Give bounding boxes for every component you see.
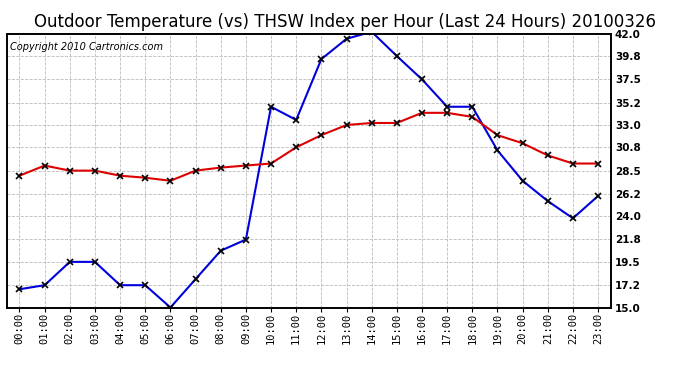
Text: Outdoor Temperature (vs) THSW Index per Hour (Last 24 Hours) 20100326: Outdoor Temperature (vs) THSW Index per … [34, 13, 656, 31]
Text: Copyright 2010 Cartronics.com: Copyright 2010 Cartronics.com [10, 42, 163, 52]
